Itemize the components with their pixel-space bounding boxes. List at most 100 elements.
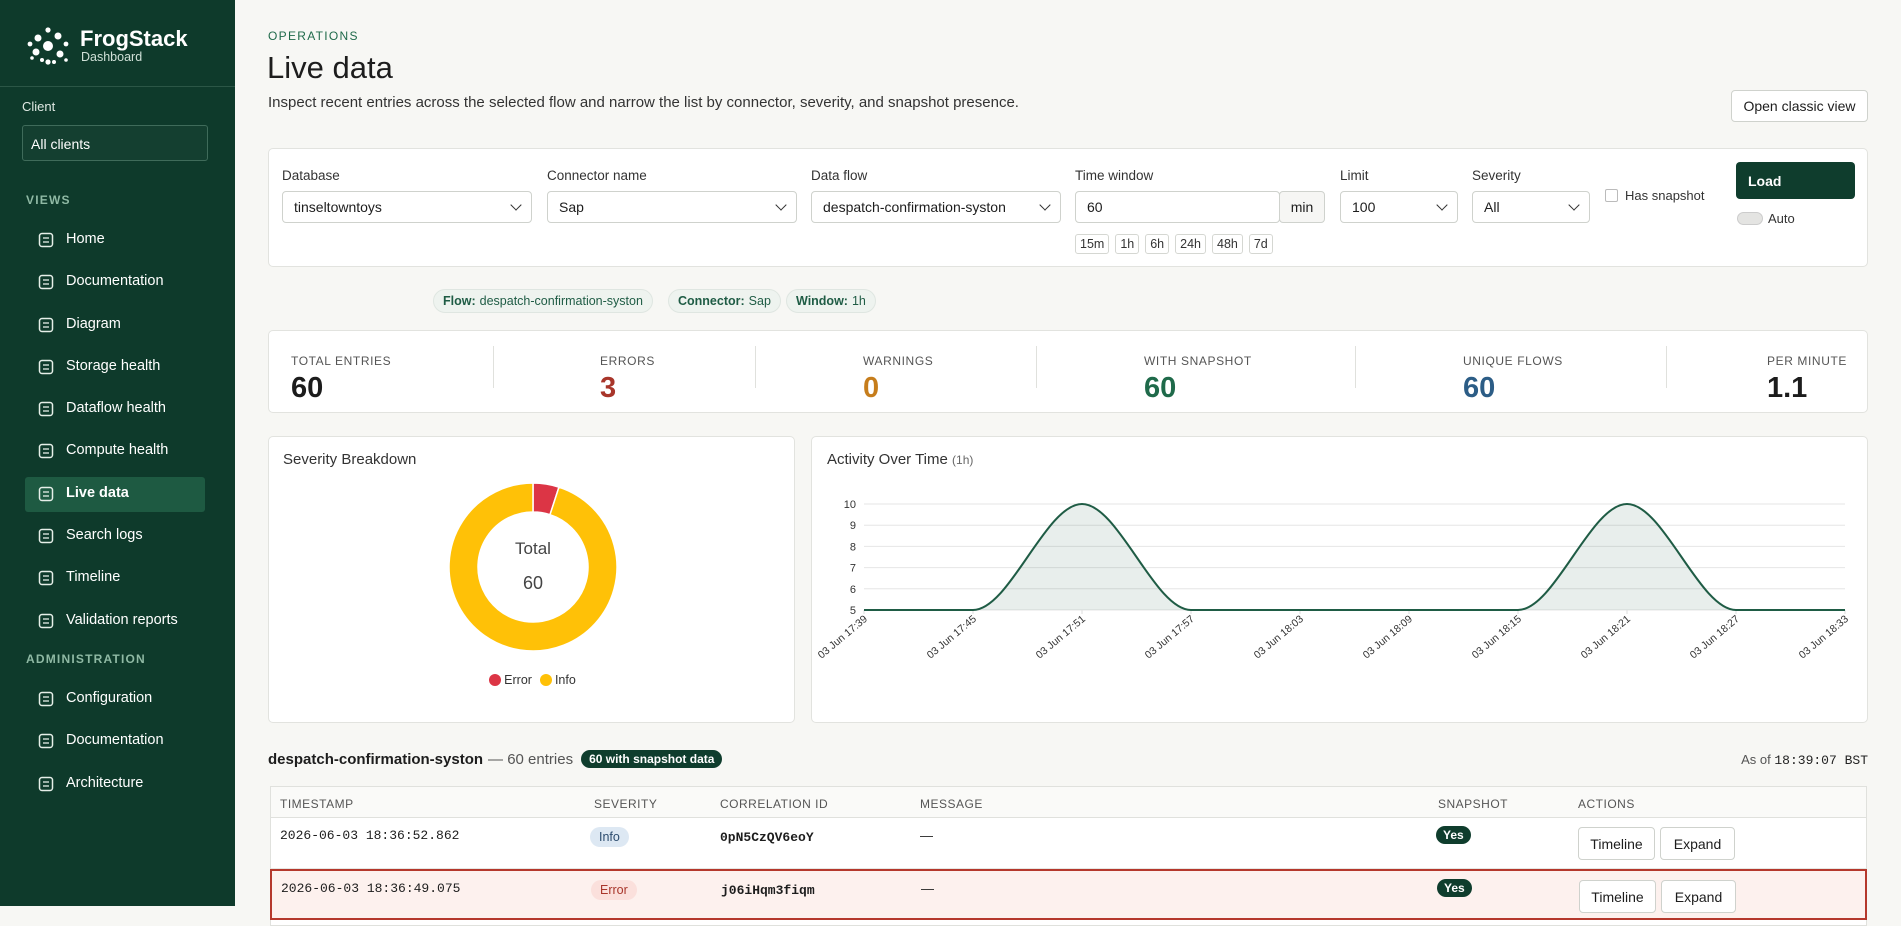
x-tick-label: 03 Jun 18:03 [1252, 613, 1306, 661]
select-value: tinseltowntoys [294, 199, 382, 215]
time-input[interactable]: 60 [1075, 191, 1280, 223]
chip-value: Sap [748, 294, 771, 308]
severity-badge: Error [591, 880, 637, 900]
action-button[interactable]: Timeline [1578, 827, 1655, 860]
nav-label: Documentation [66, 732, 164, 749]
nav-icon [38, 571, 54, 586]
nav-label: Home [66, 231, 105, 247]
x-tick-label: 03 Jun 18:33 [1797, 613, 1851, 661]
stat-value: 60 [291, 372, 324, 404]
x-tick-label: 03 Jun 17:51 [1034, 613, 1088, 661]
nav-item[interactable]: Architecture [0, 763, 235, 805]
nav-item[interactable]: Home [0, 219, 235, 261]
chip-value: 1h [851, 294, 866, 308]
select[interactable]: 100 [1340, 191, 1458, 223]
auto-toggle[interactable] [1737, 212, 1763, 225]
legend: Error Info [269, 673, 796, 687]
column-header: SEVERITY [594, 797, 658, 811]
column-header: TIMESTAMP [280, 797, 354, 811]
nav-icon [38, 734, 54, 749]
nav-icon [38, 613, 54, 628]
filter-chip: Window: 1h [786, 289, 876, 313]
stat-label: ERRORS [600, 354, 655, 368]
legend-label: Error [504, 673, 532, 687]
nav-label: Search logs [66, 527, 143, 544]
x-tick-label: 03 Jun 17:57 [1143, 613, 1197, 661]
divider [0, 86, 235, 87]
table-heading: despatch-confirmation-syston — 60 entrie… [268, 750, 723, 768]
table-title: despatch-confirmation-syston [268, 750, 484, 768]
nav-item[interactable]: Diagram [0, 304, 235, 346]
filter-chip: Connector: Sap [668, 289, 781, 313]
nav-icon [38, 359, 54, 375]
nav-item[interactable]: Search logs [0, 515, 235, 557]
select[interactable]: All [1472, 191, 1590, 223]
nav-item[interactable]: Storage health [0, 346, 235, 388]
preset-button[interactable]: 6h [1145, 234, 1170, 254]
nav-icon [38, 401, 54, 417]
nav-icon [38, 776, 54, 791]
action-button[interactable]: Timeline [1579, 880, 1656, 913]
nav-item[interactable]: Documentation [0, 261, 235, 303]
as-of-label: As of [1741, 752, 1771, 767]
select-value: despatch-confirmation-syston [823, 199, 1006, 215]
stat-label: TOTAL ENTRIES [291, 354, 392, 368]
page-title: Live data [267, 50, 393, 85]
x-tick-label: 03 Jun 18:21 [1579, 613, 1633, 661]
checkbox[interactable] [1605, 189, 1618, 202]
line-chart: 5 6 7 8 9 10 03 Jun 17:39 03 Jun 17:45 03 Jun 17… [816, 499, 1851, 661]
action-button[interactable]: Expand [1660, 827, 1735, 860]
stat-value: 60 [1144, 372, 1177, 404]
nav-section-title: VIEWS [26, 193, 71, 207]
nav-icon [38, 486, 54, 502]
field-label: Time window [1075, 168, 1154, 183]
nav-item[interactable]: Documentation [0, 720, 235, 762]
as-of-time: 18:39:07 BST [1774, 753, 1868, 768]
nav-item[interactable]: Validation reports [0, 600, 235, 642]
preset-button[interactable]: 1h [1115, 234, 1140, 254]
stat-divider [1036, 346, 1037, 388]
nav-label: Storage health [66, 357, 161, 374]
chip-value: despatch-confirmation-syston [479, 294, 643, 308]
stat: TOTAL ENTRIES 60 [291, 354, 391, 405]
correlation-id: 0pN5CzQV6eoY [720, 830, 814, 845]
brand-subtitle: Dashboard [81, 50, 143, 64]
unit-addon: min [1279, 191, 1325, 223]
chart-title-text: Activity Over Time [827, 451, 948, 468]
classic-view-button[interactable]: Open classic view [1731, 90, 1868, 122]
nav-item[interactable]: Timeline [0, 557, 235, 599]
nav-icon [38, 275, 54, 290]
nav-icon [38, 232, 54, 248]
nav-item[interactable]: Compute health [0, 430, 235, 472]
chart-title: Activity Over Time (1h) [827, 451, 973, 468]
column-header: MESSAGE [920, 797, 983, 811]
select[interactable]: tinseltowntoys [282, 191, 532, 223]
snapshot-badge: 60 with snapshot data [581, 750, 723, 768]
nav-item[interactable]: Configuration [0, 678, 235, 720]
nav-active-bg [25, 476, 205, 512]
presets: 15m 1h 6h 24h 48h 7d [1075, 234, 1279, 254]
preset-button[interactable]: 24h [1175, 234, 1206, 254]
client-select[interactable]: All clients [22, 125, 208, 161]
nav-item[interactable]: Live data [0, 473, 235, 515]
field-label: Data flow [811, 168, 868, 183]
select[interactable]: Sap [547, 191, 797, 223]
preset-button[interactable]: 48h [1212, 234, 1243, 254]
nav-icon [38, 528, 54, 544]
preset-button[interactable]: 7d [1248, 234, 1273, 254]
stat-divider [493, 346, 494, 388]
nav-label: Architecture [66, 774, 144, 791]
nav-item[interactable]: Dataflow health [0, 388, 235, 430]
nav-label: Configuration [66, 689, 153, 706]
action-button[interactable]: Expand [1661, 880, 1736, 913]
pie-slice [448, 482, 618, 652]
nav-icon [38, 444, 54, 459]
select[interactable]: despatch-confirmation-syston [811, 191, 1061, 223]
select-value: 100 [1352, 199, 1376, 215]
as-of: As of 18:39:07 BST [1741, 752, 1868, 768]
preset-button[interactable]: 15m [1075, 234, 1110, 254]
stat-divider [755, 346, 756, 388]
stat-divider [1355, 346, 1356, 388]
chip-key: Connector: [678, 294, 745, 308]
load-button[interactable]: Load [1736, 162, 1855, 199]
